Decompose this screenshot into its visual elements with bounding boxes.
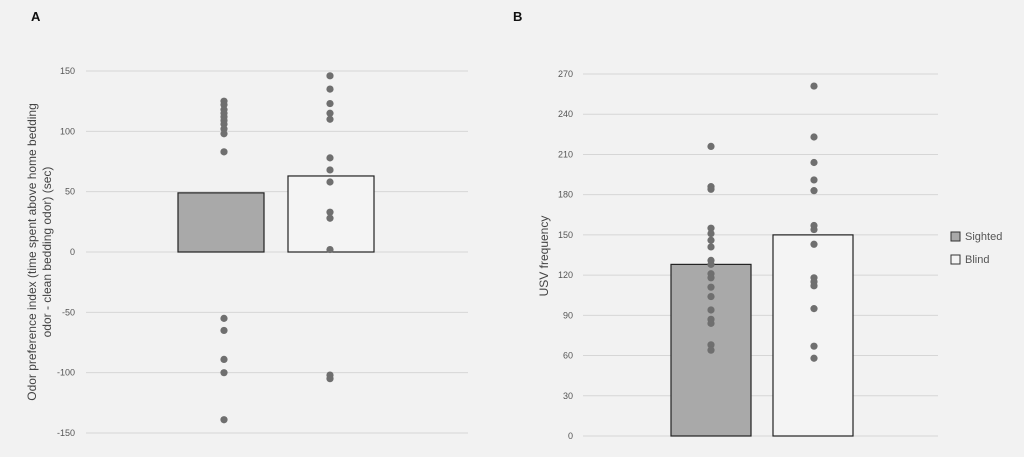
panel-a-point-blind xyxy=(326,109,334,117)
panel-a-point-blind xyxy=(326,115,334,123)
panel-b-point-blind xyxy=(810,225,818,234)
legend: Sighted Blind xyxy=(950,231,1002,266)
panel-a-point-blind xyxy=(326,214,334,222)
legend-label-blind: Blind xyxy=(965,254,989,266)
panel-a-y-tick-label: 150 xyxy=(60,66,75,76)
panel-a-point-blind xyxy=(326,99,334,108)
panel-b-y-tick-label: 30 xyxy=(563,391,573,401)
panel-b-point-sighted xyxy=(707,283,715,291)
panel-b-point-sighted xyxy=(707,260,715,268)
panel-b-point-blind xyxy=(810,133,818,141)
panel-b-point-sighted xyxy=(707,306,715,314)
panel-b-y-tick-label: 270 xyxy=(558,69,573,79)
panel-b-y-tick-label: 180 xyxy=(558,190,573,200)
panel-b-point-blind xyxy=(810,158,818,167)
panel-a-y-tick-label: -50 xyxy=(62,307,75,317)
panel-a-y-axis-label-line2: odor - clean bedding odor) (sec) xyxy=(40,167,54,338)
panel-b-point-blind xyxy=(810,176,818,184)
panel-b-point-sighted xyxy=(707,341,715,349)
panel-a-tick-labels: 150 100 50 0 -50 -100 -150 xyxy=(57,66,75,438)
panel-a-point-blind xyxy=(326,154,334,162)
panel-b-y-tick-label: 150 xyxy=(558,230,573,240)
panel-a-point-blind xyxy=(326,85,334,93)
panel-b-point-blind xyxy=(810,187,818,195)
panel-a-point-sighted xyxy=(220,369,228,377)
panel-b-y-tick-label: 90 xyxy=(563,310,573,320)
panel-b-point-blind xyxy=(810,82,818,90)
panel-a-point-blind xyxy=(326,245,334,254)
panel-b-point-sighted xyxy=(707,236,715,244)
panel-b-point-sighted xyxy=(707,229,715,238)
panel-b-y-tick-label: 240 xyxy=(558,109,573,119)
panel-b-point-blind xyxy=(810,240,818,248)
panel-a: A 150 100 50 0 -50 -100 -150 Odor preference i… xyxy=(25,9,468,438)
panel-b-point-sighted xyxy=(707,243,715,251)
panel-a-point-sighted xyxy=(220,314,228,322)
panel-a-point-blind xyxy=(326,375,334,383)
panel-b-point-sighted xyxy=(707,224,715,232)
panel-a-letter: A xyxy=(31,9,41,24)
panel-b-point-sighted xyxy=(707,274,715,282)
panel-b-y-tick-label: 0 xyxy=(568,431,573,441)
panel-b: B 270 240 210 180 150 120 90 60 30 0 USV frequenc… xyxy=(513,9,938,441)
panel-a-point-sighted xyxy=(220,416,228,424)
panel-a-point-blind xyxy=(326,72,334,80)
panel-b-point-blind xyxy=(810,342,818,350)
panel-b-point-sighted xyxy=(707,346,715,354)
panel-b-points xyxy=(707,82,818,362)
panel-b-point-sighted xyxy=(707,319,715,327)
panel-a-points xyxy=(220,72,334,424)
panel-b-point-blind xyxy=(810,282,818,290)
panel-a-y-axis-label-line1: Odor preference index (time spent above … xyxy=(25,103,39,401)
panel-a-point-sighted xyxy=(220,148,228,156)
legend-label-sighted: Sighted xyxy=(965,231,1002,243)
panel-a-y-tick-label: -100 xyxy=(57,368,75,378)
panel-b-y-tick-label: 60 xyxy=(563,351,573,361)
panel-b-y-tick-label: 120 xyxy=(558,270,573,280)
panel-a-y-tick-label: 0 xyxy=(70,247,75,257)
panel-b-bar-blind xyxy=(772,234,854,437)
panel-b-y-tick-label: 210 xyxy=(558,149,573,159)
panel-a-y-tick-label: 50 xyxy=(65,187,75,197)
panel-a-point-sighted xyxy=(220,326,228,335)
panel-a-point-blind xyxy=(326,178,334,186)
panel-a-gridlines xyxy=(86,70,468,434)
panel-b-letter: B xyxy=(513,9,522,24)
panel-a-point-sighted xyxy=(220,130,228,138)
panel-b-y-axis-label: USV frequency xyxy=(537,216,551,297)
panel-b-point-blind xyxy=(810,354,818,362)
panel-a-point-blind xyxy=(326,166,334,174)
panel-b-point-sighted xyxy=(707,185,715,193)
panel-b-point-blind xyxy=(810,305,818,313)
panel-b-gridlines xyxy=(583,73,938,437)
panel-a-y-tick-label: 100 xyxy=(60,126,75,136)
panel-a-point-sighted xyxy=(220,355,228,363)
panel-a-y-tick-label: -150 xyxy=(57,428,75,438)
panel-b-tick-labels: 270 240 210 180 150 120 90 60 30 0 xyxy=(558,69,573,441)
panel-a-bar-sighted xyxy=(177,192,265,253)
panel-b-point-sighted xyxy=(707,292,715,301)
legend-swatch-blind xyxy=(950,254,961,265)
legend-swatch-sighted xyxy=(950,231,961,242)
panel-a-point-blind xyxy=(326,208,334,216)
panel-b-point-sighted xyxy=(707,142,715,150)
